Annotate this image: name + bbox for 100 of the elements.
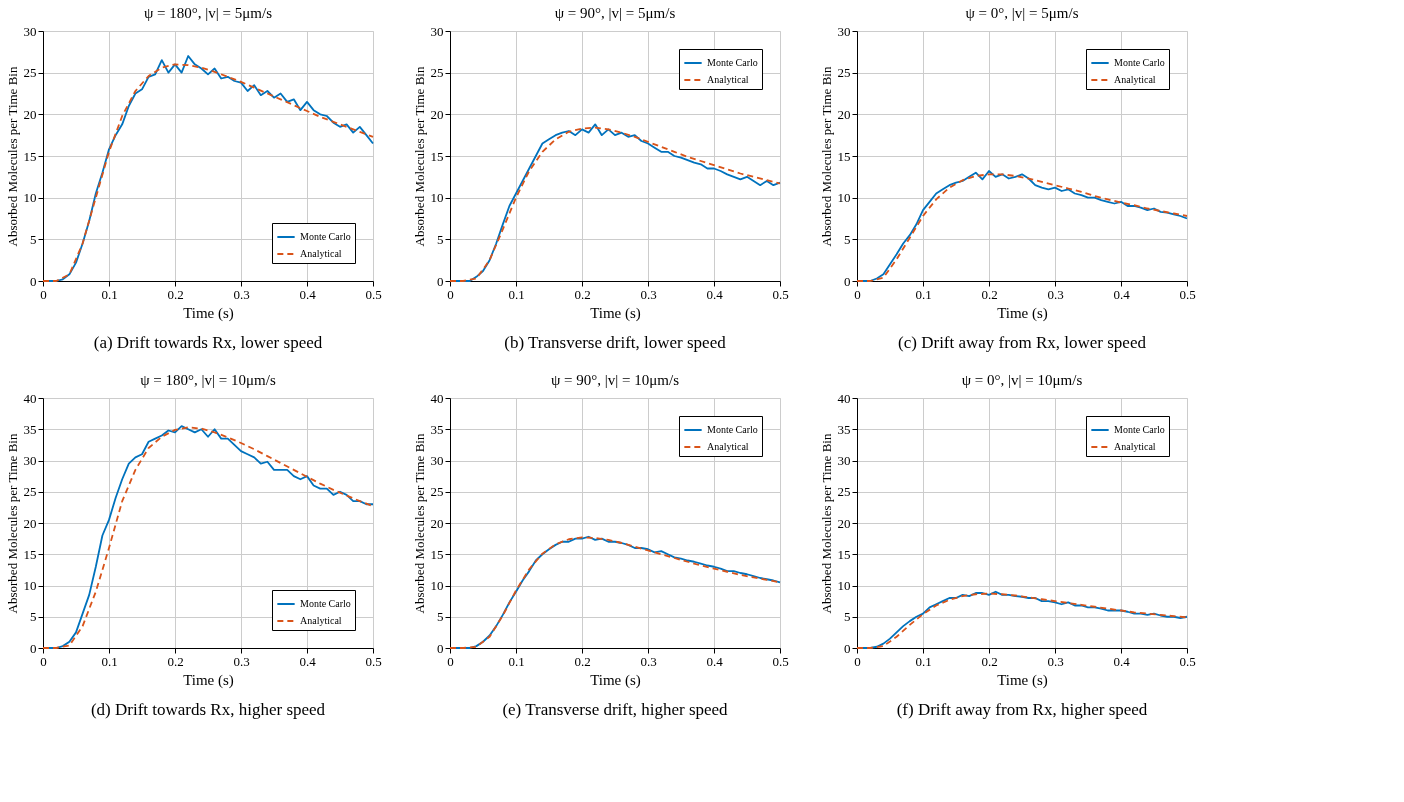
- y-tick-label: 30: [23, 453, 37, 468]
- text: (b) Transverse drift, lower speed: [504, 333, 727, 352]
- x-tick-label: 0.5: [772, 286, 789, 302]
- y-tick-label: 10: [837, 578, 851, 593]
- text: (e) Transverse drift, higher speed: [502, 700, 729, 719]
- y-tick-label: 5: [844, 231, 851, 247]
- y-tick-label: 15: [837, 546, 851, 562]
- y-tick-label: 20: [23, 106, 37, 122]
- x-tick-label: 0.1: [101, 286, 118, 302]
- y-tick-label: 15: [23, 148, 37, 164]
- chart-title: ψ = 90°, |v| = 5μm/s: [554, 5, 676, 21]
- x-tick-label: 0: [447, 653, 454, 669]
- text: (d) Drift towards Rx, higher speed: [90, 700, 326, 719]
- x-tick-label: 0: [40, 653, 47, 669]
- y-tick-label: 0: [844, 273, 851, 289]
- y-tick-label: 10: [430, 190, 444, 206]
- x-tick-label: 0.2: [167, 653, 184, 669]
- text: (c) Drift away from Rx, lower speed: [898, 333, 1147, 352]
- y-tick-label: 5: [437, 609, 444, 625]
- y-tick-label: 5: [30, 609, 37, 625]
- x-tick-label: 0.1: [915, 653, 932, 669]
- y-tick-label: 30: [430, 23, 444, 39]
- y-axis-title: Absorbed Molecules per Time Bin: [818, 433, 834, 614]
- x-tick-label: 0.1: [508, 653, 525, 669]
- y-tick-label: 5: [30, 231, 37, 247]
- x-tick-label: 0.3: [640, 653, 657, 669]
- x-axis-title: Time (s): [590, 304, 641, 322]
- x-tick-label: 0.3: [233, 286, 250, 302]
- x-tick-label: 0.3: [1047, 286, 1064, 302]
- y-tick-label: 0: [844, 640, 851, 656]
- y-tick-label: 40: [23, 390, 37, 406]
- y-tick-label: 10: [430, 578, 444, 593]
- y-axis-title: Absorbed Molecules per Time Bin: [411, 66, 427, 247]
- y-tick-label: 40: [430, 390, 444, 406]
- y-tick-label: 0: [437, 640, 444, 656]
- y-tick-label: 20: [837, 106, 851, 122]
- x-tick-label: 0.1: [101, 653, 118, 669]
- y-tick-label: 0: [30, 640, 37, 656]
- x-tick-label: 0.4: [1113, 286, 1131, 302]
- y-tick-label: 30: [430, 453, 444, 468]
- x-axis-title: Time (s): [997, 304, 1048, 322]
- chart-title: ψ = 180°, |v| = 10μm/s: [140, 372, 276, 388]
- y-axis-title: Absorbed Molecules per Time Bin: [4, 66, 20, 247]
- chart-title: ψ = 90°, |v| = 10μm/s: [550, 372, 680, 388]
- chart-title: ψ = 0°, |v| = 10μm/s: [961, 372, 1083, 388]
- x-tick-label: 0.4: [299, 286, 317, 302]
- x-tick-label: 0.4: [706, 286, 724, 302]
- legend-label: Analytical: [300, 615, 342, 626]
- x-tick-label: 0.3: [640, 286, 657, 302]
- text: (f) Drift away from Rx, higher speed: [896, 700, 1148, 719]
- y-tick-label: 30: [837, 453, 851, 468]
- x-tick-label: 0.3: [1047, 653, 1064, 669]
- y-tick-label: 20: [430, 106, 444, 122]
- y-tick-label: 20: [430, 515, 444, 531]
- y-tick-label: 25: [23, 65, 37, 81]
- y-tick-label: 35: [23, 421, 37, 437]
- x-axis-title: Time (s): [590, 671, 641, 689]
- y-tick-label: 40: [837, 390, 851, 406]
- y-tick-label: 0: [437, 273, 444, 289]
- y-tick-label: 15: [430, 546, 444, 562]
- y-tick-label: 5: [437, 231, 444, 247]
- x-axis-title: Time (s): [183, 671, 234, 689]
- x-tick-label: 0.1: [915, 286, 932, 302]
- y-tick-label: 35: [430, 421, 444, 437]
- y-axis-title: Absorbed Molecules per Time Bin: [411, 433, 427, 614]
- y-tick-label: 35: [837, 421, 851, 437]
- x-tick-label: 0.2: [574, 653, 591, 669]
- x-axis-title: Time (s): [997, 671, 1048, 689]
- y-tick-label: 10: [23, 190, 37, 206]
- x-tick-label: 0.5: [1179, 286, 1196, 302]
- legend-label: Monte Carlo: [707, 424, 758, 435]
- y-tick-label: 25: [23, 484, 37, 500]
- y-tick-label: 25: [837, 484, 851, 500]
- x-tick-label: 0.5: [1179, 653, 1196, 669]
- x-tick-label: 0.5: [772, 653, 789, 669]
- x-tick-label: 0.3: [233, 653, 250, 669]
- x-tick-label: 0.2: [981, 653, 998, 669]
- x-tick-label: 0.2: [981, 286, 998, 302]
- x-tick-label: 0: [854, 286, 861, 302]
- legend-label: Analytical: [707, 74, 749, 85]
- y-tick-label: 15: [837, 148, 851, 164]
- y-axis-title: Absorbed Molecules per Time Bin: [818, 66, 834, 247]
- y-tick-label: 25: [837, 65, 851, 81]
- y-tick-label: 10: [23, 578, 37, 593]
- y-tick-label: 25: [430, 484, 444, 500]
- legend-label: Analytical: [1114, 441, 1156, 452]
- y-tick-label: 20: [837, 515, 851, 531]
- x-tick-label: 0.4: [1113, 653, 1131, 669]
- x-axis-title: Time (s): [183, 304, 234, 322]
- chart-title: ψ = 0°, |v| = 5μm/s: [965, 5, 1079, 21]
- y-tick-label: 30: [837, 23, 851, 39]
- legend-label: Monte Carlo: [300, 598, 351, 609]
- y-axis-title: Absorbed Molecules per Time Bin: [4, 433, 20, 614]
- y-tick-label: 15: [23, 546, 37, 562]
- legend-label: Analytical: [707, 441, 749, 452]
- legend-label: Analytical: [1114, 74, 1156, 85]
- x-tick-label: 0: [447, 286, 454, 302]
- x-tick-label: 0.1: [508, 286, 525, 302]
- legend-label: Monte Carlo: [300, 231, 351, 242]
- legend-label: Monte Carlo: [707, 57, 758, 68]
